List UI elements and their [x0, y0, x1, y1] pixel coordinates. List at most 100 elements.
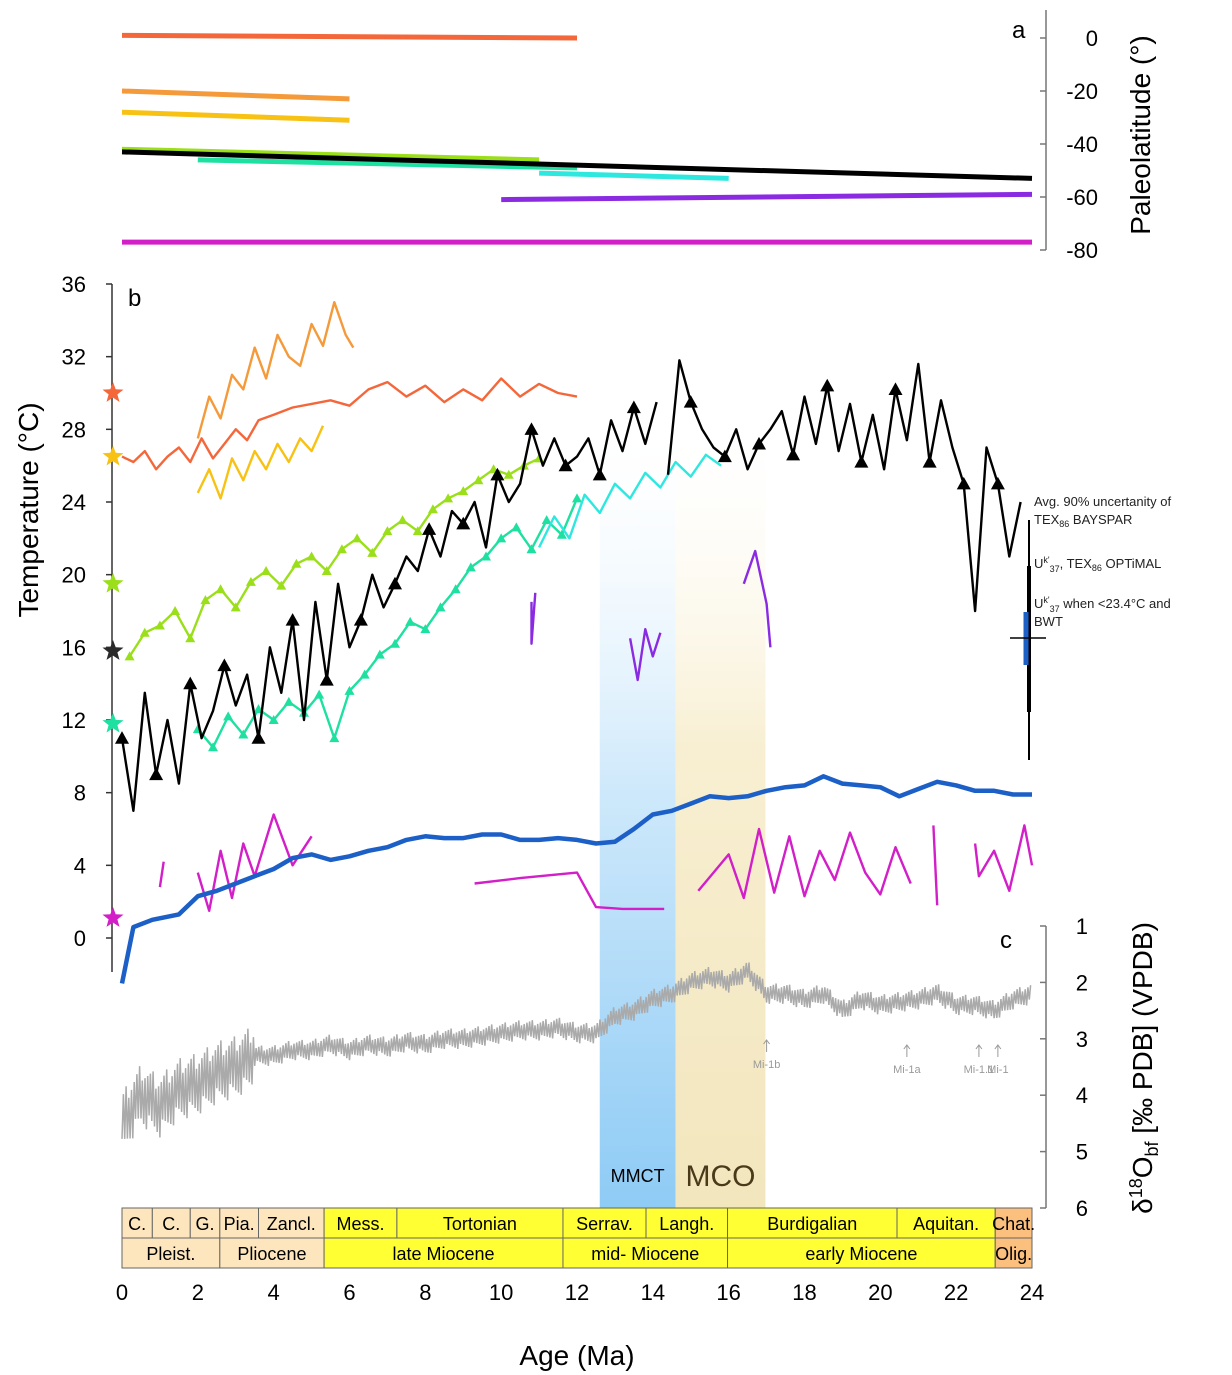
d18o-tick-label: 4: [1076, 1083, 1088, 1108]
temperature-marker: [388, 576, 402, 590]
temperature-marker: [359, 669, 370, 679]
uncertainty-note-1a: Avg. 90% uncertanity of: [1034, 494, 1171, 509]
temperature-marker: [170, 606, 181, 615]
epoch-cell: [727, 1237, 996, 1269]
uncertainty-legend: Avg. 90% uncertanity of TEX86 BAYSPAR Uk…: [1010, 494, 1171, 760]
temperature-marker: [496, 533, 507, 543]
stage-cell: [645, 1207, 729, 1239]
reference-star-marker: [102, 640, 124, 660]
event-label: Mi-1: [987, 1064, 1008, 1076]
paleolatitude-line: [121, 88, 350, 102]
temperature-marker: [149, 767, 164, 781]
epoch-label: Pleist.: [146, 1244, 195, 1264]
d18o-line: [121, 962, 1032, 1139]
event-arrowhead: [975, 1044, 983, 1050]
panel-letter-c: c: [1000, 927, 1012, 954]
uncertainty-note-2: Uk'37, TEX86 OPTiMAL: [1034, 555, 1161, 574]
uncertainty-note-3a: Uk'37 when <23.4°C and: [1034, 595, 1171, 614]
temperature-tick-label: 20: [62, 563, 86, 588]
temperature-marker: [283, 696, 294, 706]
reference-star-marker: [102, 907, 124, 927]
temperature-marker: [556, 529, 567, 539]
temperature-marker: [352, 533, 363, 543]
paleolatitude-line: [197, 157, 578, 171]
d18o-tick-label: 5: [1076, 1140, 1088, 1165]
temperature-line: [119, 774, 1032, 984]
temperature-marker: [397, 515, 408, 525]
epoch-cell: [219, 1237, 325, 1269]
temperature-line: [196, 425, 325, 500]
stage-label: Tortonian: [443, 1214, 517, 1234]
stage-label: Pia.: [224, 1214, 255, 1234]
temperature-marker: [291, 558, 302, 568]
paleolatitude-tick-label: -40: [1066, 132, 1098, 157]
panel-letter-a: a: [1012, 17, 1026, 44]
d18o-tick-label: 6: [1076, 1196, 1088, 1221]
temperature-marker: [382, 526, 393, 536]
temperature-marker: [503, 469, 514, 479]
reference-star-marker: [102, 382, 124, 402]
temperature-marker: [490, 467, 505, 481]
temperature-marker: [329, 733, 340, 743]
temperature-marker: [473, 475, 484, 485]
temperature-marker: [572, 493, 582, 503]
mco-band: [675, 440, 766, 1208]
temperature-marker: [183, 676, 198, 690]
temperature-marker: [124, 651, 135, 661]
age-axis-title: Age (Ma): [519, 1340, 634, 1371]
temperature-marker: [458, 486, 469, 496]
event-arrowhead: [994, 1044, 1002, 1050]
d18o-axis-title: δ18Obf [‰ PDB] (VPDB): [1126, 922, 1162, 1214]
event-label: Mi-1.1: [964, 1064, 995, 1076]
temperature-tick-label: 28: [62, 417, 86, 442]
age-tick-label: 6: [343, 1280, 355, 1305]
temperature-line: [196, 301, 355, 439]
temperature-marker: [319, 673, 334, 686]
temperature-marker: [752, 436, 766, 450]
temperature-marker: [238, 729, 249, 739]
temperature-marker: [412, 526, 423, 536]
temperature-marker: [456, 516, 471, 530]
paleolatitude-line: [501, 191, 1033, 203]
paleolatitude-line: [121, 146, 540, 163]
epoch-label: early Miocene: [805, 1244, 917, 1264]
temperature-marker: [230, 602, 241, 612]
temperature-tick-label: 12: [62, 708, 86, 733]
age-tick-label: 22: [944, 1280, 968, 1305]
stage-cell: [994, 1207, 1033, 1239]
paleolatitude-tick-label: 0: [1086, 26, 1098, 51]
temperature-marker: [344, 685, 355, 695]
temperature-marker: [422, 522, 437, 535]
temperature-marker: [420, 624, 431, 634]
age-tick-label: 2: [192, 1280, 204, 1305]
age-tick-label: 14: [641, 1280, 665, 1305]
d18o-tick-label: 1: [1076, 914, 1088, 939]
uncertainty-note-1b: TEX86 BAYSPAR: [1034, 512, 1132, 529]
temperature-line: [158, 813, 1034, 912]
temperature-marker: [405, 616, 416, 626]
temperature-marker: [314, 689, 325, 699]
temperature-tick-label: 24: [62, 490, 86, 515]
temperature-marker: [154, 620, 165, 630]
panel-a-series: [121, 32, 1033, 245]
temperature-marker: [683, 395, 698, 408]
temperature-tick-label: 0: [74, 926, 86, 951]
temperature-marker: [820, 378, 835, 392]
paleolatitude-tick-label: -80: [1066, 238, 1098, 263]
panel-letter-b: b: [128, 285, 141, 312]
stage-cell: [562, 1207, 647, 1239]
epoch-cell: [994, 1237, 1033, 1269]
reference-star-marker: [102, 572, 124, 593]
stage-label: Zancl.: [267, 1214, 316, 1234]
temperature-marker: [511, 522, 522, 532]
age-tick-label: 24: [1020, 1280, 1044, 1305]
temperature-marker: [139, 627, 150, 637]
temperature-marker: [990, 476, 1005, 490]
temperature-tick-label: 36: [62, 272, 86, 297]
paleolatitude-axis-title: Paleolatitude (°): [1125, 35, 1156, 235]
panel-c-series: Mi-1b Mi-1a Mi-1.1Mi-1: [121, 962, 1032, 1139]
paleolatitude-line: [121, 109, 350, 123]
temperature-marker: [208, 742, 218, 752]
temperature-marker: [217, 658, 232, 672]
temperature-marker: [336, 544, 347, 554]
